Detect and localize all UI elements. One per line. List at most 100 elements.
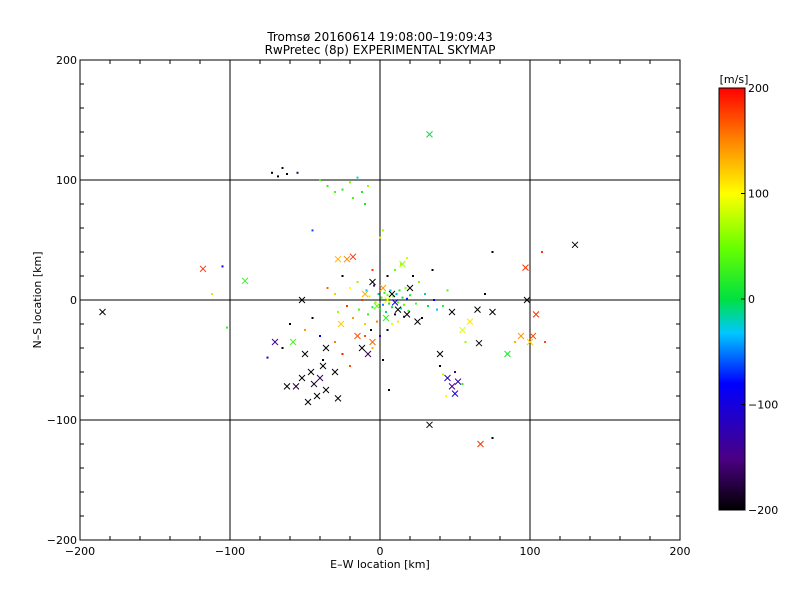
data-point-dot [286, 173, 288, 175]
data-point-cross [571, 241, 579, 249]
data-point-dot [361, 191, 363, 193]
cross-stroke [337, 320, 345, 328]
data-point-cross [394, 306, 402, 313]
data-point-dot [358, 308, 360, 311]
cross-stroke [406, 284, 414, 292]
data-point-cross [343, 255, 351, 263]
data-point-cross [444, 374, 451, 382]
data-point-dot [397, 301, 399, 304]
data-point-dot [376, 320, 378, 323]
data-point-dot [356, 176, 359, 179]
data-point-cross [399, 260, 406, 268]
data-point-dot [386, 275, 389, 277]
data-point-dot [374, 301, 377, 304]
data-point-dot [281, 347, 284, 349]
data-point-dot [386, 294, 389, 297]
cross-stroke [310, 380, 318, 388]
data-point-dot [442, 305, 444, 307]
cross-stroke [477, 440, 484, 448]
data-point-dot [397, 320, 399, 323]
data-point-dot [296, 171, 299, 174]
chart-title: Tromsø 20160614 19:08:00–19:09:43 [266, 30, 492, 44]
cross-stroke [391, 299, 399, 306]
data-point-dot [226, 326, 228, 329]
data-point-dot [514, 341, 516, 343]
data-point-dot [352, 197, 354, 199]
data-point-dot [391, 306, 393, 309]
cross-stroke [369, 278, 376, 286]
data-point-dot [544, 341, 546, 343]
data-point-cross [241, 277, 249, 285]
data-point-dot [221, 265, 224, 268]
data-point-dot [364, 335, 366, 337]
cross-stroke [283, 383, 291, 390]
data-point-cross [522, 264, 529, 271]
data-point-cross [322, 386, 330, 394]
data-point-cross [526, 338, 534, 346]
cross-stroke [403, 311, 411, 318]
data-point-dot [436, 308, 438, 311]
data-point-dot [349, 287, 351, 289]
cross-stroke [466, 318, 474, 325]
data-point-cross [532, 311, 540, 318]
cross-stroke [373, 302, 381, 310]
colorbar-tick-label: −100 [748, 399, 778, 412]
y-tick-label: 0 [70, 294, 77, 307]
data-point-cross [379, 284, 387, 292]
data-point-dot [464, 341, 467, 343]
data-point-dot [412, 275, 414, 277]
cross-stroke [334, 255, 342, 263]
data-point-dot [337, 311, 339, 313]
data-point-cross [414, 318, 421, 325]
data-point-dot [433, 299, 435, 301]
cross-stroke [394, 306, 402, 313]
cross-stroke [307, 368, 315, 376]
cross-stroke [358, 344, 366, 352]
data-point-dot [334, 191, 336, 193]
data-point-dot [398, 289, 401, 292]
data-points [99, 131, 579, 448]
data-point-dot [319, 335, 321, 337]
data-point-dot [401, 296, 404, 299]
data-point-dot [319, 179, 321, 181]
data-point-cross [448, 383, 456, 390]
data-point-cross [529, 332, 537, 340]
cross-stroke [399, 260, 406, 268]
x-axis-label: E–W location [km] [330, 558, 430, 571]
data-point-dot [382, 229, 384, 232]
cross-stroke [489, 308, 496, 316]
data-point-dot [322, 359, 324, 361]
cross-stroke [451, 390, 459, 397]
cross-stroke [388, 290, 396, 298]
data-point-cross [349, 253, 357, 261]
data-point-dot [427, 305, 429, 307]
data-point-cross [474, 306, 481, 313]
data-point-dot [424, 293, 426, 295]
data-point-cross [298, 296, 306, 304]
data-point-cross [319, 362, 327, 370]
colorbar-gradient [718, 87, 746, 511]
x-tick-label: 0 [377, 545, 384, 558]
data-point-dot [334, 293, 336, 295]
data-point-dot [392, 295, 395, 298]
data-point-dot [326, 287, 329, 289]
data-point-cross [477, 440, 484, 448]
data-point-dot [445, 395, 447, 397]
data-point-dot [382, 303, 384, 306]
cross-stroke [444, 374, 451, 382]
cross-stroke [301, 350, 309, 358]
data-point-dot [361, 299, 363, 301]
data-point-dot [289, 323, 291, 325]
data-point-cross [448, 308, 456, 316]
x-tick-label: 100 [520, 545, 541, 558]
data-point-cross [426, 421, 433, 429]
data-point-dot [391, 323, 393, 325]
colorbar: [m/s] 200 100 0 −100 −200 [718, 73, 778, 517]
data-point-cross [459, 326, 466, 334]
data-point-dot [373, 284, 375, 287]
cross-stroke [99, 308, 106, 316]
data-point-dot [406, 297, 408, 300]
cross-stroke [382, 314, 390, 322]
cross-stroke [414, 318, 421, 325]
